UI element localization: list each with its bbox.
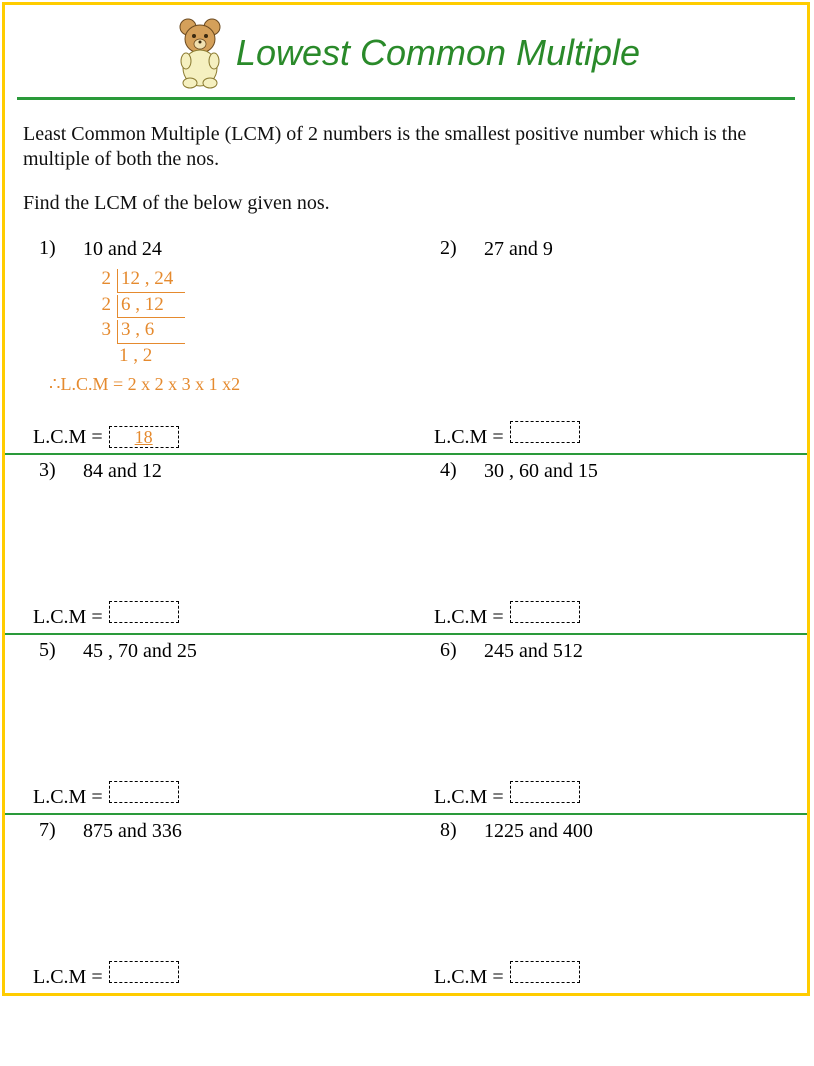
division-remainder: 1 , 2: [119, 344, 388, 369]
lcm-answer-line: L.C.M =: [33, 601, 179, 629]
problem-number: 1): [39, 237, 56, 260]
answer-box[interactable]: 18: [109, 426, 179, 448]
answer-box[interactable]: [510, 601, 580, 623]
answer-box[interactable]: [510, 781, 580, 803]
problem-text: 1225 and 400: [484, 819, 789, 843]
lcm-label: L.C.M =: [434, 786, 504, 809]
problem-number: 2): [440, 237, 457, 260]
worked-example: 2 12 , 24 2 6 , 12 3 3 , 6 1 , 2 ∴L.C.M …: [97, 267, 388, 396]
lcm-answer-line: L.C.M =: [434, 961, 580, 989]
problem-number: 7): [39, 819, 56, 842]
problem-4: 4) 30 , 60 and 15 L.C.M =: [406, 453, 807, 633]
answer-box[interactable]: [109, 781, 179, 803]
lcm-answer-line: L.C.M = 18: [33, 426, 179, 449]
problem-5: 5) 45 , 70 and 25 L.C.M =: [5, 633, 406, 813]
page-title: Lowest Common Multiple: [236, 32, 640, 74]
problem-text: 45 , 70 and 25: [83, 639, 388, 663]
lcm-answer-line: L.C.M =: [434, 421, 580, 449]
problem-3: 3) 84 and 12 L.C.M =: [5, 453, 406, 633]
answer-box[interactable]: [109, 601, 179, 623]
problem-text: 245 and 512: [484, 639, 789, 663]
lcm-answer-line: L.C.M =: [434, 781, 580, 809]
lcm-answer-line: L.C.M =: [33, 961, 179, 989]
lcm-label: L.C.M =: [33, 966, 103, 989]
problem-number: 6): [440, 639, 457, 662]
lcm-answer-line: L.C.M =: [33, 781, 179, 809]
division-row: 2 12 , 24: [97, 267, 388, 293]
problem-number: 3): [39, 459, 56, 482]
problem-text: 30 , 60 and 15: [484, 459, 789, 483]
answer-box[interactable]: [510, 421, 580, 443]
lcm-answer-line: L.C.M =: [434, 601, 580, 629]
problem-text: 875 and 336: [83, 819, 388, 843]
page-header: Lowest Common Multiple: [5, 5, 807, 97]
division-row: 2 6 , 12: [97, 293, 388, 319]
problem-6: 6) 245 and 512 L.C.M =: [406, 633, 807, 813]
lcm-label: L.C.M =: [434, 966, 504, 989]
problem-grid: 1) 10 and 24 2 12 , 24 2 6 , 12 3 3 , 6 …: [5, 233, 807, 993]
lcm-label: L.C.M =: [33, 786, 103, 809]
problem-7: 7) 875 and 336 L.C.M =: [5, 813, 406, 993]
problem-text: 84 and 12: [83, 459, 388, 483]
lcm-conclusion: ∴L.C.M = 2 x 2 x 3 x 1 x2: [49, 373, 388, 396]
problem-8: 8) 1225 and 400 L.C.M =: [406, 813, 807, 993]
lcm-label: L.C.M =: [434, 426, 504, 449]
problem-number: 4): [440, 459, 457, 482]
lcm-label: L.C.M =: [33, 606, 103, 629]
header-divider: [17, 97, 795, 100]
answer-box[interactable]: [109, 961, 179, 983]
lcm-label: L.C.M =: [33, 426, 103, 449]
problem-number: 5): [39, 639, 56, 662]
answer-box[interactable]: [510, 961, 580, 983]
intro-text: Least Common Multiple (LCM) of 2 numbers…: [23, 122, 789, 172]
worksheet-page: Lowest Common Multiple Least Common Mult…: [2, 2, 810, 996]
problem-number: 8): [440, 819, 457, 842]
division-row: 3 3 , 6: [97, 318, 388, 344]
problem-text: 27 and 9: [484, 237, 789, 261]
teddy-bear-icon: [172, 17, 228, 89]
instruction-text: Find the LCM of the below given nos.: [23, 192, 789, 215]
problem-2: 2) 27 and 9 L.C.M =: [406, 233, 807, 453]
problem-text: 10 and 24: [83, 237, 388, 261]
lcm-label: L.C.M =: [434, 606, 504, 629]
problem-1: 1) 10 and 24 2 12 , 24 2 6 , 12 3 3 , 6 …: [5, 233, 406, 453]
